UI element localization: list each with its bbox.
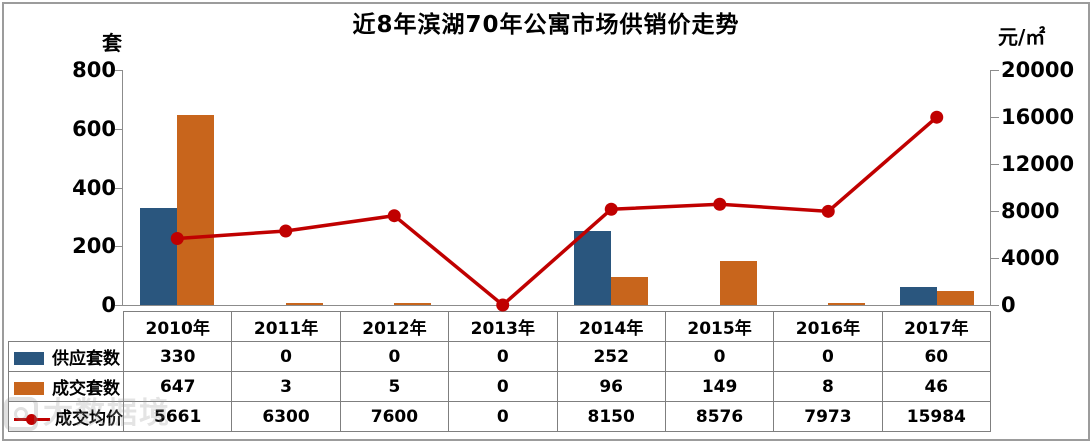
- bar-sold: [394, 303, 432, 305]
- bar-sold: [285, 303, 323, 305]
- left-axis-unit-label: 套: [102, 31, 122, 55]
- value-cell: 8150: [556, 401, 666, 432]
- bar-supply: [140, 208, 178, 305]
- value-cell: 5661: [122, 401, 233, 432]
- series-name: 供应套数: [52, 349, 120, 369]
- right-axis-line: [990, 70, 991, 306]
- left-axis-tick: [115, 187, 123, 189]
- bar-sold: [936, 291, 974, 305]
- value-cell: 15984: [881, 401, 992, 432]
- bar-sold: [611, 276, 649, 305]
- right-axis-tick: [991, 164, 999, 165]
- left-axis-tick: [115, 305, 123, 306]
- left-axis-tick-label: 800: [72, 58, 116, 82]
- value-cell: 647: [122, 371, 233, 402]
- right-axis-tick: [991, 211, 999, 212]
- chart-title: 近8年滨湖70年公寓市场供销价走势: [352, 12, 740, 38]
- left-axis-tick: [115, 70, 123, 71]
- left-axis-tick-label: 400: [72, 175, 116, 200]
- left-axis-tick: [115, 128, 123, 130]
- value-cell: 7973: [773, 401, 883, 432]
- year-header-cell: 2015年: [664, 311, 775, 342]
- right-axis-tick-label: 4000: [1001, 246, 1060, 270]
- bar-sold: [719, 261, 757, 305]
- right-axis-tick: [991, 305, 999, 306]
- value-cell: 5: [339, 371, 450, 402]
- value-cell: 330: [122, 341, 233, 372]
- value-cell: 60: [881, 341, 992, 372]
- price-line-marker: [279, 224, 293, 238]
- bar-sold: [828, 302, 866, 305]
- series-name: 成交套数: [52, 379, 120, 399]
- value-cell: 252: [556, 341, 666, 372]
- series-label-cell: 成交套数: [8, 371, 124, 402]
- bar-supply: [899, 287, 937, 305]
- value-cell: 7600: [339, 401, 450, 432]
- series-label-cell: 成交均价: [8, 401, 124, 432]
- table-row: 成交套数 647 3 5 0 96 149 8 46: [8, 371, 992, 402]
- price-line-marker: [930, 110, 944, 124]
- price-line: [177, 115, 938, 308]
- right-axis-tick-label: 16000: [1001, 105, 1075, 129]
- year-header-cell: 2013年: [448, 311, 558, 342]
- legend-swatch-sold: [14, 382, 44, 395]
- right-axis-tick: [991, 70, 999, 71]
- price-line-marker: [821, 204, 835, 218]
- bar-sold: [177, 114, 215, 305]
- year-header-cell: 2014年: [556, 311, 666, 342]
- left-axis-tick: [115, 246, 123, 248]
- right-axis-tick-label: 0: [1001, 293, 1016, 317]
- value-cell: 96: [556, 371, 666, 402]
- right-axis-tick-label: 8000: [1001, 199, 1060, 223]
- price-line-marker: [387, 209, 401, 223]
- value-cell: 0: [448, 341, 558, 372]
- bar-supply: [574, 230, 612, 305]
- value-cell: 149: [664, 371, 775, 402]
- value-cell: 0: [773, 341, 883, 372]
- legend-swatch-price-line: [14, 412, 50, 426]
- data-table: 2010年 2011年 2012年 2013年 2014年 2015年 2016年 2017年…: [8, 311, 992, 432]
- value-cell: 3: [231, 371, 341, 402]
- table-row: 供应套数 330 0 0 0 252 0 0 60: [8, 341, 992, 372]
- x-axis-line: [122, 305, 991, 306]
- value-cell: 0: [231, 341, 341, 372]
- value-cell: 0: [339, 341, 450, 372]
- value-cell: 0: [448, 401, 558, 432]
- year-header-cell: 2010年: [122, 311, 233, 342]
- price-line-marker: [604, 202, 618, 216]
- left-axis-tick-label: 200: [72, 234, 116, 259]
- left-axis-tick-label: 0: [101, 293, 116, 317]
- series-label-cell: 供应套数: [8, 341, 124, 372]
- year-header-cell: 2012年: [339, 311, 450, 342]
- legend-swatch-supply: [14, 352, 44, 365]
- value-cell: 8: [773, 371, 883, 402]
- right-axis-tick-label: 12000: [1001, 152, 1075, 176]
- right-axis-tick: [991, 258, 999, 259]
- value-cell: 8576: [664, 401, 775, 432]
- year-header-cell: 2017年: [881, 311, 992, 342]
- table-header-row: 2010年 2011年 2012年 2013年 2014年 2015年 2016年 2017年: [9, 311, 992, 342]
- value-cell: 0: [448, 371, 558, 402]
- price-line-marker: [713, 197, 727, 211]
- value-cell: 6300: [231, 401, 341, 432]
- value-cell: 46: [881, 371, 992, 402]
- year-header-cell: 2016年: [773, 311, 883, 342]
- value-cell: 0: [664, 341, 775, 372]
- table-row: 成交均价 5661 6300 7600 0 8150 8576 7973 15984: [8, 401, 992, 432]
- right-axis-unit-label: 元/㎡: [998, 25, 1046, 49]
- year-header-cell: 2011年: [231, 311, 341, 342]
- series-name: 成交均价: [55, 409, 123, 429]
- right-axis-tick: [991, 117, 999, 118]
- right-axis-tick-label: 20000: [1001, 58, 1075, 82]
- left-axis-tick-label: 600: [72, 116, 116, 141]
